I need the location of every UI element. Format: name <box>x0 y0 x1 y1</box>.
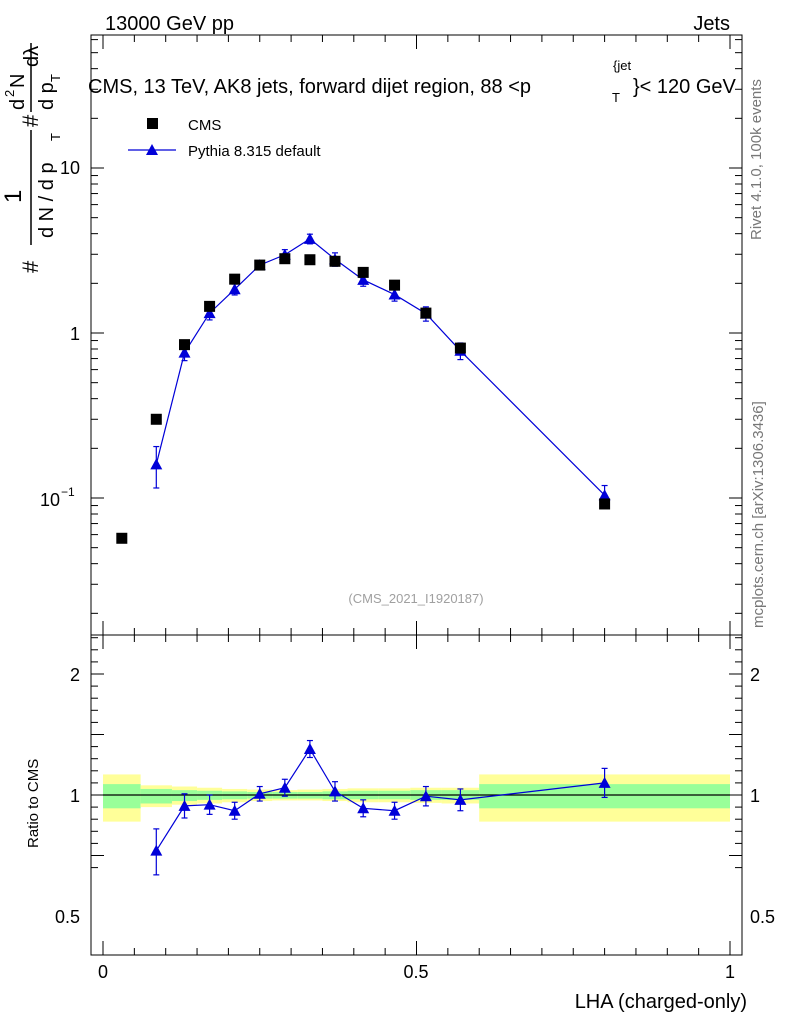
ytick-label-10: 10 <box>60 158 80 178</box>
cms-point <box>599 498 611 510</box>
ratio-point <box>303 743 316 755</box>
ylabel-t2: T <box>48 74 63 82</box>
main-series <box>116 232 611 544</box>
pythia-point <box>178 346 191 358</box>
legend-cms-marker <box>147 118 158 129</box>
main-y-label: # 1 d N / d p T # d 2 N d p T dλ <box>0 43 63 273</box>
ylabel-dp: d p <box>36 82 58 110</box>
ratio-ytick-label-1-left: 1 <box>70 786 80 806</box>
cms-point <box>116 532 128 544</box>
ylabel-t1: T <box>48 133 63 141</box>
cms-point <box>150 413 162 425</box>
ratio-band-inner <box>103 784 141 809</box>
ratio-bands <box>103 774 730 822</box>
cms-point <box>304 254 316 266</box>
ratio-series <box>150 739 611 876</box>
pythia-point <box>228 283 241 295</box>
ratio-ytick-label-2-left: 2 <box>70 665 80 685</box>
cms-point <box>454 342 466 354</box>
ylabel-d2n-d: d <box>7 99 29 110</box>
mcplots-label: mcplots.cern.ch [arXiv:1306.3436] <box>750 401 767 628</box>
cms-point <box>389 279 401 291</box>
ytick-label-0p1: 10 <box>40 490 60 510</box>
title-main: CMS, 13 TeV, AK8 jets, forward dijet reg… <box>88 76 531 98</box>
ratio-ytick-label-0p5-right: 0.5 <box>750 907 775 927</box>
xtick-label-1: 1 <box>725 962 735 982</box>
ratio-ytick-label-0p5-left: 0.5 <box>55 907 80 927</box>
ylabel-dlambda: dλ <box>21 46 43 67</box>
ratio-point <box>253 787 266 799</box>
ratio-band-inner <box>140 788 172 804</box>
ylabel-hash1: # <box>18 260 43 273</box>
xtick-label-0: 0 <box>98 962 108 982</box>
ratio-point <box>150 844 163 856</box>
pythia-point <box>598 489 611 501</box>
ratio-ytick-label-2-right: 2 <box>750 665 760 685</box>
ratio-point <box>278 781 291 793</box>
x-axis-label: LHA (charged-only) <box>575 991 747 1013</box>
ratio-ticks <box>91 635 742 955</box>
rivet-label: Rivet 4.1.0, 100k events <box>748 79 765 240</box>
main-panel: (CMS_2021_I1920187) CMS Pythia 8.315 def… <box>40 34 743 636</box>
legend-pythia-label: Pythia 8.315 default <box>188 143 321 160</box>
legend: CMS Pythia 8.315 default <box>128 117 321 160</box>
ratio-point <box>228 804 241 816</box>
main-ticks <box>91 35 742 635</box>
cms-point <box>357 266 369 278</box>
analysis-watermark: (CMS_2021_I1920187) <box>348 591 483 606</box>
cms-point <box>279 253 291 265</box>
cms-point <box>420 307 432 319</box>
ratio-point <box>328 785 341 797</box>
ylabel-dn-dpt: d N / d p <box>36 162 58 238</box>
title-sup-jet: {jet <box>613 58 631 73</box>
title-sub-t: T <box>612 90 620 105</box>
ratio-point <box>419 790 432 802</box>
ratio-point <box>598 776 611 788</box>
ratio-point <box>388 804 401 816</box>
legend-cms-label: CMS <box>188 117 221 134</box>
pythia-point <box>357 273 370 285</box>
plot-title: CMS, 13 TeV, AK8 jets, forward dijet reg… <box>88 58 737 105</box>
ratio-point <box>178 799 191 811</box>
cms-point <box>204 300 216 312</box>
title-tail: }< 120 GeV <box>633 76 737 98</box>
pythia-point <box>388 288 401 300</box>
pythia-point <box>150 458 163 470</box>
cms-point <box>329 255 341 267</box>
ratio-point <box>357 802 370 814</box>
pythia-point <box>203 307 216 319</box>
ytick-label-1: 1 <box>70 324 80 344</box>
pythia-line <box>155 238 606 496</box>
cms-point <box>179 339 191 351</box>
category-label: Jets <box>693 13 730 35</box>
legend-pythia-marker <box>146 144 158 155</box>
ratio-panel: 2 1 0.5 2 1 0.5 <box>55 634 775 956</box>
cms-point <box>254 259 266 271</box>
ratio-point <box>203 798 216 810</box>
ylabel-two: 2 <box>2 90 17 97</box>
ylabel-hash2: # <box>18 114 43 127</box>
energy-label: 13000 GeV pp <box>105 13 234 35</box>
ytick-label-0p1-exponent: −1 <box>61 485 75 499</box>
xtick-label-0p5: 0.5 <box>403 962 428 982</box>
ratio-ytick-label-1-right: 1 <box>750 786 760 806</box>
ratio-y-label: Ratio to CMS <box>25 759 42 848</box>
ylabel-n: N <box>7 74 29 88</box>
cms-point <box>229 273 241 285</box>
ylabel-one: 1 <box>0 190 27 203</box>
pythia-point <box>303 232 316 244</box>
ratio-point <box>454 793 467 805</box>
